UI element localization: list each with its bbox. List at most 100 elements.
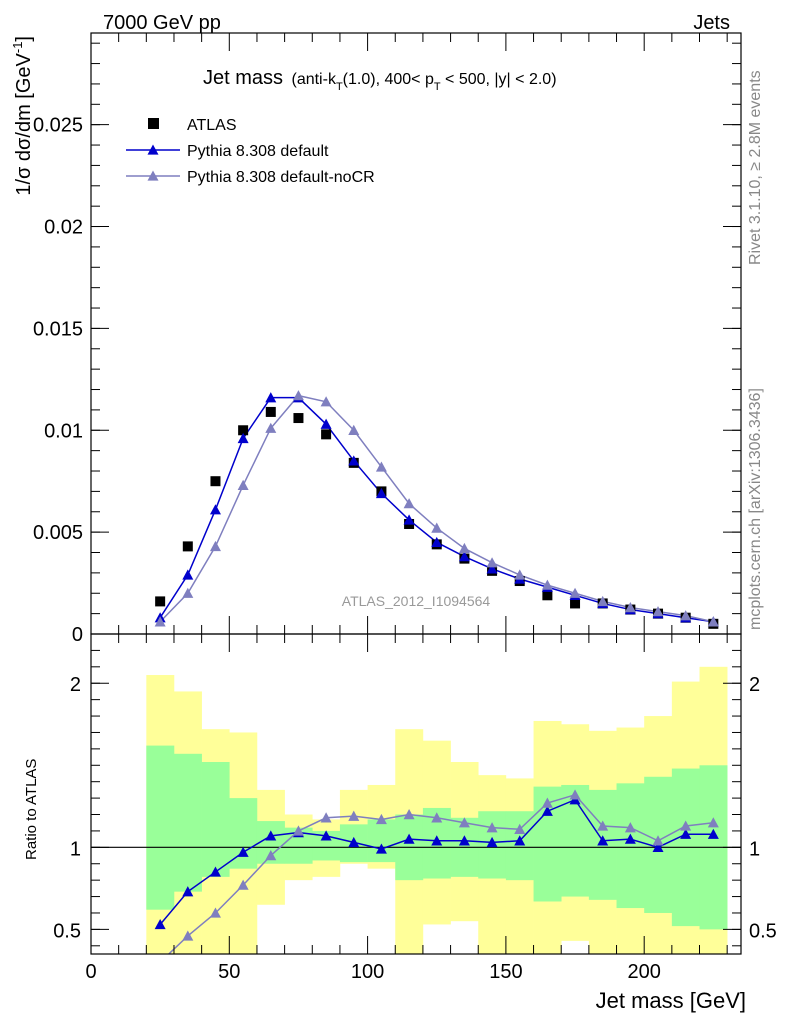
ratio-band-inner bbox=[173, 753, 202, 892]
title-sub: (anti-kT(1.0), 400< pT < 500, |y| < 2.0) bbox=[291, 71, 556, 93]
ratio-y-tick-label-right: 1 bbox=[749, 838, 760, 860]
analysis-watermark: ATLAS_2012_I1094564 bbox=[342, 593, 491, 609]
mc-marker-1 bbox=[237, 432, 249, 444]
ratio-y-tick-label: 0.5 bbox=[53, 920, 81, 942]
x-tick-label: 150 bbox=[489, 961, 522, 983]
legend: ATLAS Pythia 8.308 default Pythia 8.308 de… bbox=[126, 117, 375, 186]
rivet-label: Rivet 3.1.10, ≥ 2.8M events bbox=[747, 70, 764, 265]
mc-marker-2 bbox=[541, 579, 553, 590]
top-y-axis-label: 1/σ dσ/dm [GeV-1] bbox=[10, 36, 35, 196]
ratio-marker-0 bbox=[375, 843, 387, 854]
mc-marker-2 bbox=[348, 424, 360, 435]
mc-marker-2 bbox=[514, 569, 526, 580]
atlas-data-point bbox=[238, 425, 249, 436]
mc-marker-2 bbox=[597, 595, 609, 607]
ratio-marker-1 bbox=[514, 823, 526, 834]
atlas-data-point bbox=[542, 590, 553, 601]
mc-marker-1 bbox=[458, 551, 470, 562]
header-process: Jets bbox=[693, 12, 730, 34]
ratio-marker-1 bbox=[292, 825, 304, 836]
distribution-panel: ATLAS_2012_I1094564 0 0.005 0.01 0.015 0.02 0… bbox=[10, 32, 742, 646]
ratio-marker-0 bbox=[707, 828, 719, 839]
mc-marker-1 bbox=[375, 487, 387, 499]
top-y-tick-label: 0.015 bbox=[33, 318, 83, 340]
ratio-band-inner bbox=[505, 811, 534, 881]
mc-marker-2 bbox=[458, 542, 470, 554]
ratio-marker-1 bbox=[569, 789, 581, 800]
ratio-marker-0 bbox=[265, 830, 277, 841]
ratio-marker-1 bbox=[403, 809, 415, 820]
mc-marker-2 bbox=[624, 602, 636, 613]
ratio-marker-1 bbox=[237, 879, 249, 890]
ratio-marker-1 bbox=[458, 817, 470, 828]
ratio-band-inner bbox=[201, 762, 230, 877]
top-y-tick-label: 0.01 bbox=[44, 420, 83, 442]
mc-marker-1 bbox=[209, 504, 221, 515]
ratio-marker-1 bbox=[375, 813, 387, 825]
ratio-marker-1 bbox=[182, 930, 194, 941]
mc-marker-1 bbox=[486, 563, 498, 574]
ratio-y-tick-label: 1 bbox=[70, 838, 81, 860]
ratio-marker-0 bbox=[624, 833, 636, 844]
mc-marker-2 bbox=[320, 396, 332, 407]
legend-marker-2 bbox=[147, 170, 159, 181]
mc-marker-2 bbox=[652, 606, 664, 617]
header-energy: 7000 GeV pp bbox=[103, 12, 221, 34]
ratio-band-inner bbox=[229, 798, 258, 869]
ratio-marker-0 bbox=[680, 828, 692, 839]
ratio-marker-0 bbox=[514, 835, 526, 846]
top-y-tick-label: 0.005 bbox=[33, 522, 83, 544]
atlas-data-point bbox=[570, 598, 581, 609]
atlas-data-point bbox=[210, 476, 221, 487]
atlas-data-point bbox=[321, 429, 332, 440]
x-tick-label: 0 bbox=[85, 961, 96, 983]
bottom-frame bbox=[90, 633, 742, 955]
atlas-data-point bbox=[265, 406, 276, 417]
mc-marker-2 bbox=[237, 479, 249, 490]
legend-label-1: Pythia 8.308 default bbox=[187, 143, 329, 160]
mc-marker-2 bbox=[265, 422, 277, 433]
ratio-marker-0 bbox=[458, 835, 470, 846]
mcplots-label: mcplots.cern.ch [arXiv:1306.3436] bbox=[747, 388, 764, 630]
x-axis-label: Jet mass [GeV] bbox=[596, 988, 746, 1013]
ratio-marker-0 bbox=[182, 886, 194, 897]
ratio-marker-0 bbox=[486, 836, 498, 848]
ratio-marker-1 bbox=[624, 822, 636, 833]
top-y-tick-label: 0 bbox=[72, 624, 83, 646]
mc-marker-2 bbox=[403, 498, 415, 509]
ratio-marker-0 bbox=[348, 836, 360, 848]
mc-marker-2 bbox=[154, 616, 166, 627]
top-y-tick-label: 0.02 bbox=[44, 217, 83, 239]
ratio-marker-0 bbox=[403, 833, 415, 844]
ratio-marker-1 bbox=[155, 957, 166, 967]
ratio-marker-1 bbox=[541, 797, 553, 808]
legend-marker-atlas bbox=[148, 118, 159, 129]
ratio-marker-1 bbox=[652, 835, 664, 846]
ratio-marker-0 bbox=[209, 866, 221, 877]
ratio-y-tick-label: 2 bbox=[70, 674, 81, 696]
legend-label-2: Pythia 8.308 default-noCR bbox=[187, 169, 375, 186]
mc-marker-1 bbox=[431, 536, 443, 547]
mc-marker-2 bbox=[680, 610, 692, 621]
mc-marker-1 bbox=[265, 392, 277, 403]
mc-marker-2 bbox=[486, 557, 498, 568]
ratio-marker-1 bbox=[486, 822, 498, 833]
atlas-data-point bbox=[155, 596, 166, 607]
ratio-band-inner bbox=[146, 745, 175, 910]
title-main: Jet mass bbox=[203, 67, 283, 89]
chart-title: Jet mass (anti-kT(1.0), 400< pT < 500, |… bbox=[203, 67, 557, 93]
ratio-marker-0 bbox=[320, 830, 332, 841]
ratio-marker-1 bbox=[597, 820, 609, 831]
mc-marker-2 bbox=[707, 616, 719, 627]
ratio-marker-1 bbox=[348, 810, 360, 821]
ratio-band-inner bbox=[616, 783, 645, 909]
ratio-y-tick-label-right: 0.5 bbox=[749, 920, 777, 942]
x-tick-label: 100 bbox=[351, 961, 384, 983]
ratio-marker-1 bbox=[431, 812, 443, 823]
mc-marker-2 bbox=[292, 390, 304, 401]
mc-marker-1 bbox=[182, 569, 194, 580]
mc-marker-1 bbox=[403, 514, 415, 525]
ratio-marker-1 bbox=[680, 820, 692, 831]
mc-marker-2 bbox=[569, 587, 581, 598]
